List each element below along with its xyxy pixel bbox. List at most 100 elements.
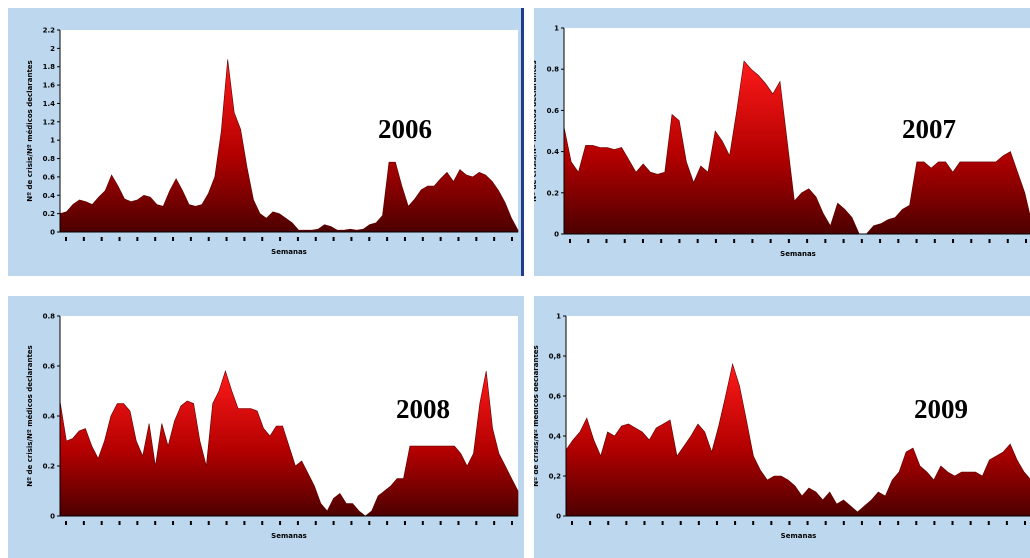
x-tick-mark [897,239,900,243]
chart-2008: 0 0.2 0.4 0.6 0.8 Semanas Nº de crisis/Nº médi… [26,313,519,540]
x-tick-mark [589,521,592,525]
x-axis-title: Semanas [780,250,816,258]
year-label: 2008 [396,394,450,424]
x-tick-mark [879,239,882,243]
x-tick-mark [605,239,608,243]
x-tick-mark [493,521,496,525]
area-series [59,370,519,517]
x-tick-mark [261,521,264,525]
x-tick-mark [279,237,282,241]
x-tick-mark [933,239,936,243]
x-tick-mark [625,521,628,525]
y-tick-label: 0.8 [43,155,56,163]
x-tick-mark [569,239,571,243]
x-tick-mark [136,237,139,241]
x-tick-mark [243,237,246,241]
x-tick-mark [714,239,717,243]
x-tick-mark [1024,521,1026,525]
chart-2006: 0 0.2 0.4 0.6 0.8 1 1.2 1.4 1.6 1.8 2 2.2 Semanas Nº … [26,27,519,256]
x-tick-mark [511,521,513,525]
area-series [59,59,519,233]
x-tick-mark [332,237,335,241]
y-tick-label: 0 [554,231,559,239]
x-tick-mark [879,521,882,525]
x-tick-mark [82,521,85,525]
x-tick-mark [386,521,389,525]
y-tick-label: 0.6 [547,107,560,115]
x-tick-mark [571,521,573,525]
x-tick-mark [403,521,406,525]
x-tick-mark [189,521,192,525]
y-tick-label: 0 [556,513,561,521]
x-tick-mark [951,521,954,525]
x-tick-mark [661,521,664,525]
x-tick-mark [511,237,513,241]
year-label: 2007 [902,114,956,144]
x-tick-mark [403,237,406,241]
x-tick-mark [225,237,228,241]
x-tick-mark [154,237,157,241]
x-tick-mark [118,237,121,241]
x-tick-mark [350,237,353,241]
x-tick-mark [457,521,460,525]
x-tick-mark [493,237,496,241]
x-tick-mark [988,239,991,243]
x-tick-mark [1005,521,1008,525]
x-tick-mark [788,521,791,525]
chart-2009: 0 0,2 0,4 0,6 0,8 1 Semanas Nº de crisis/Nº méd… [534,313,1030,540]
x-tick-mark [457,237,460,241]
x-tick-mark [715,521,718,525]
x-tick-mark [770,521,773,525]
y-tick-label: 1 [556,313,561,321]
chart-panel-2006: 0 0.2 0.4 0.6 0.8 1 1.2 1.4 1.6 1.8 2 2.2 Semanas Nº … [8,8,524,276]
chart-2007: 0 0.2 0.4 0.6 0.8 1 Semanas Nº de crisis/Nº méd… [534,25,1030,258]
y-tick-label: 0 [50,229,55,237]
x-tick-mark [824,239,827,243]
y-tick-label: 1 [554,25,559,33]
x-tick-mark [641,239,644,243]
x-tick-mark [607,521,610,525]
y-tick-label: 0.4 [43,192,56,200]
x-tick-mark [475,521,478,525]
x-tick-mark [65,521,67,525]
x-tick-mark [100,521,103,525]
x-tick-mark [734,521,737,525]
x-tick-mark [314,521,317,525]
y-tick-label: 0.6 [43,173,56,181]
x-tick-mark [439,521,442,525]
x-tick-mark [952,239,955,243]
y-axis-title: Nº de crisis/Nº médicos declarantes [26,345,34,486]
x-tick-mark [100,237,103,241]
y-tick-label: 0,2 [549,473,562,481]
year-label: 2006 [378,114,432,144]
x-tick-mark [332,521,335,525]
y-tick-label: 0.2 [43,463,56,471]
x-tick-mark [386,237,389,241]
x-tick-mark [314,237,317,241]
x-tick-mark [678,239,681,243]
x-tick-mark [368,237,371,241]
y-axis-title: Nº de crisis/Nº médicos declarantes [534,345,540,486]
chart-panel-2008: 0 0.2 0.4 0.6 0.8 Semanas Nº de crisis/Nº médi… [8,296,524,558]
y-tick-label: 0.4 [43,413,56,421]
y-tick-label: 0.6 [43,363,56,371]
y-tick-label: 2 [50,45,55,53]
y-tick-label: 0.2 [547,189,560,197]
x-tick-mark [769,239,772,243]
x-tick-mark [970,239,973,243]
chart-panel-2009: 0 0,2 0,4 0,6 0,8 1 Semanas Nº de crisis/Nº méd… [534,296,1030,558]
x-tick-mark [207,237,210,241]
x-tick-mark [696,239,699,243]
x-tick-mark [660,239,663,243]
x-tick-mark [154,521,157,525]
x-tick-mark [136,521,139,525]
x-tick-mark [172,521,175,525]
x-tick-mark [1025,239,1027,243]
y-tick-label: 1.8 [43,63,56,71]
x-tick-mark [915,239,918,243]
x-tick-mark [350,521,353,525]
y-tick-label: 0.8 [547,66,560,74]
x-tick-mark [787,239,790,243]
x-tick-mark [969,521,972,525]
y-axis-title: Nº de crisis/Nº médicos declarantes [534,60,538,201]
